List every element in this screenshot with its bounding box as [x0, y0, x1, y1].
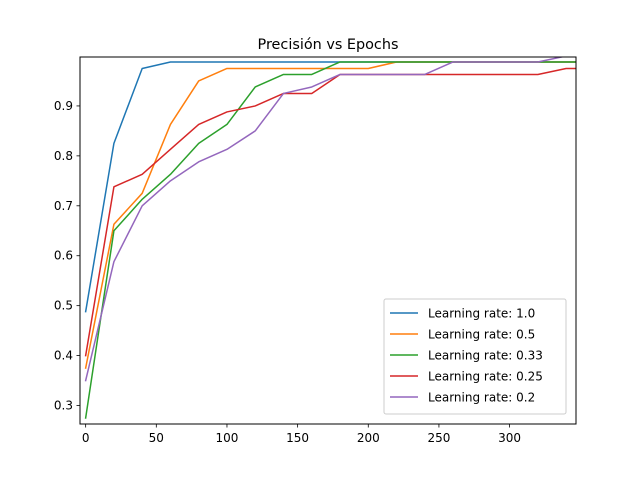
y-tick-label: 0.7 — [54, 199, 73, 213]
x-tick-label: 300 — [498, 431, 521, 445]
legend-box — [383, 298, 567, 415]
x-tick-label: 100 — [216, 431, 239, 445]
legend: Learning rate: 1.0 Learning rate: 0.5 Lear… — [383, 298, 567, 415]
x-tick-label: 50 — [149, 431, 164, 445]
legend-label: Learning rate: 0.25 — [428, 370, 543, 384]
chart-title: Precisión vs Epochs — [258, 37, 399, 53]
y-tick-label: 0.4 — [54, 349, 73, 363]
x-tick-label: 150 — [286, 431, 309, 445]
plot-frame — [79, 56, 577, 425]
y-tick-label: 0.6 — [54, 249, 73, 263]
series-layer — [84, 57, 576, 419]
legend-label: Learning rate: 0.33 — [428, 349, 543, 363]
y-tick-label: 0.8 — [54, 149, 73, 163]
series-line-4 — [84, 57, 566, 382]
legend-label: Learning rate: 0.5 — [428, 328, 535, 342]
legend-label: Learning rate: 0.2 — [428, 391, 535, 405]
ticks-layer: 0 50 100 150 200 250 300 0.3 0.4 0.5 0.6 0.7 0.8 0.9 — [54, 99, 521, 445]
y-tick-label: 0.9 — [54, 99, 73, 113]
x-tick-label: 200 — [357, 431, 380, 445]
legend-label: Learning rate: 1.0 — [428, 307, 535, 321]
y-tick-label: 0.5 — [54, 299, 73, 313]
y-tick-label: 0.3 — [54, 399, 73, 413]
x-tick-label: 250 — [427, 431, 450, 445]
x-tick-label: 0 — [82, 431, 90, 445]
